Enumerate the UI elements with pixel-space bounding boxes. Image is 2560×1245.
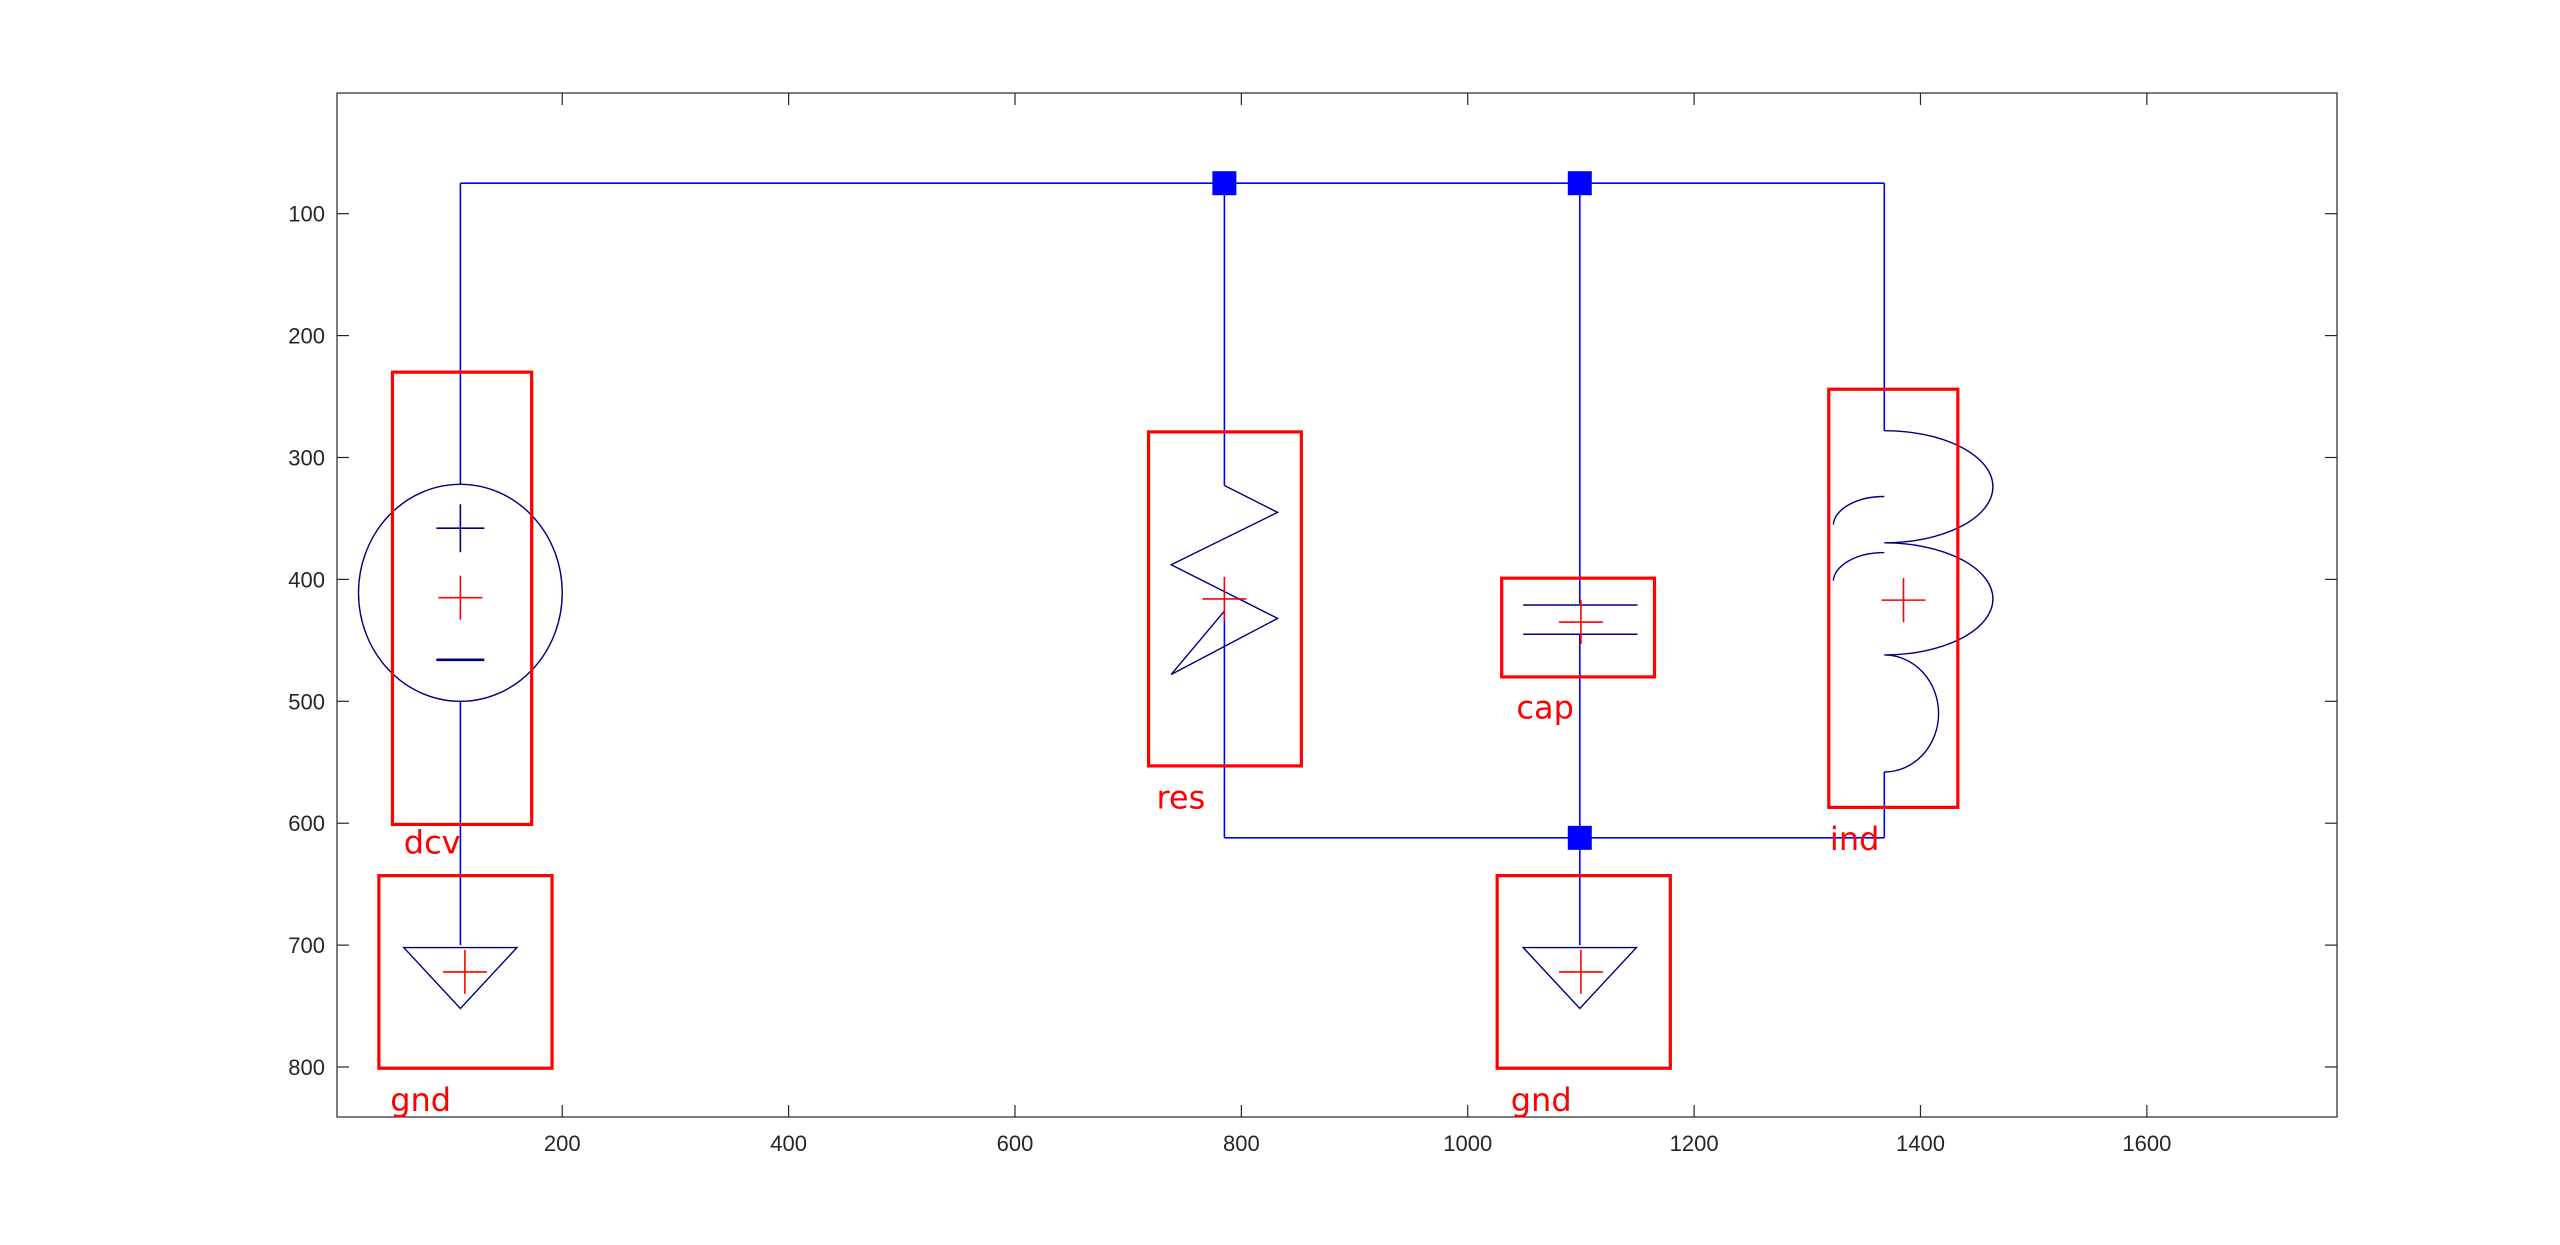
center-cross <box>1558 600 1603 645</box>
component-label-res: res <box>1156 779 1205 817</box>
detection-box-gnd <box>1495 874 1672 1070</box>
center-cross <box>1558 949 1603 994</box>
center-cross <box>442 949 487 994</box>
inductor-loop <box>1832 495 1885 525</box>
x-tick-label: 1200 <box>1670 1131 1719 1156</box>
x-tick-label: 1600 <box>2122 1131 2171 1156</box>
component-label-cap: cap <box>1516 688 1574 726</box>
detection-box-cap <box>1500 576 1657 679</box>
junction-nodes <box>1212 171 1592 850</box>
component-label-gnd: gnd <box>1511 1081 1572 1119</box>
plot-area: 200 400 600 800 1000 1200 1400 1600 100 200 300 400… <box>288 92 2338 1156</box>
component-label-ind: ind <box>1830 820 1879 858</box>
y-tick-label: 500 <box>288 689 325 714</box>
component-label-dcv: dcv <box>404 824 461 862</box>
y-tick-label: 700 <box>288 933 325 958</box>
junction-node <box>1567 171 1592 196</box>
y-tick-label: 200 <box>288 324 325 349</box>
component-symbols <box>357 429 1994 1010</box>
inductor-loop <box>1832 551 1885 581</box>
component-label-gnd: gnd <box>390 1081 451 1119</box>
y-tick-label: 300 <box>288 445 325 470</box>
axis-ticks: 200 400 600 800 1000 1200 1400 1600 100 200 300 400… <box>288 93 2337 1156</box>
voltage-source-circle <box>357 483 563 703</box>
y-tick-label: 800 <box>288 1055 325 1080</box>
center-cross <box>1881 578 1926 623</box>
axes-frame <box>336 92 2338 1118</box>
component-labels: dcv res cap ind gnd gnd <box>390 688 1879 1119</box>
y-tick-label: 100 <box>288 202 325 227</box>
x-tick-label: 600 <box>997 1131 1034 1156</box>
detection-box-ind <box>1827 387 1960 809</box>
y-tick-label: 600 <box>288 811 325 836</box>
x-tick-label: 1400 <box>1896 1131 1945 1156</box>
plus-sign-icon <box>436 504 485 553</box>
inductor-coil <box>1884 429 1994 773</box>
junction-node <box>1567 825 1592 850</box>
x-tick-label: 800 <box>1223 1131 1260 1156</box>
y-tick-label: 400 <box>288 567 325 592</box>
x-tick-label: 1000 <box>1443 1131 1492 1156</box>
detection-box-res <box>1146 430 1303 768</box>
ground-triangle <box>402 946 519 1010</box>
x-tick-label: 400 <box>770 1131 807 1156</box>
x-tick-label: 200 <box>544 1131 581 1156</box>
detection-box-gnd <box>377 874 554 1070</box>
detection-boxes <box>377 370 1960 1070</box>
ground-triangle <box>1521 946 1638 1010</box>
center-cross <box>1202 576 1247 621</box>
center-cross <box>438 575 483 620</box>
detection-box-dcv <box>390 370 534 827</box>
junction-node <box>1212 171 1237 196</box>
